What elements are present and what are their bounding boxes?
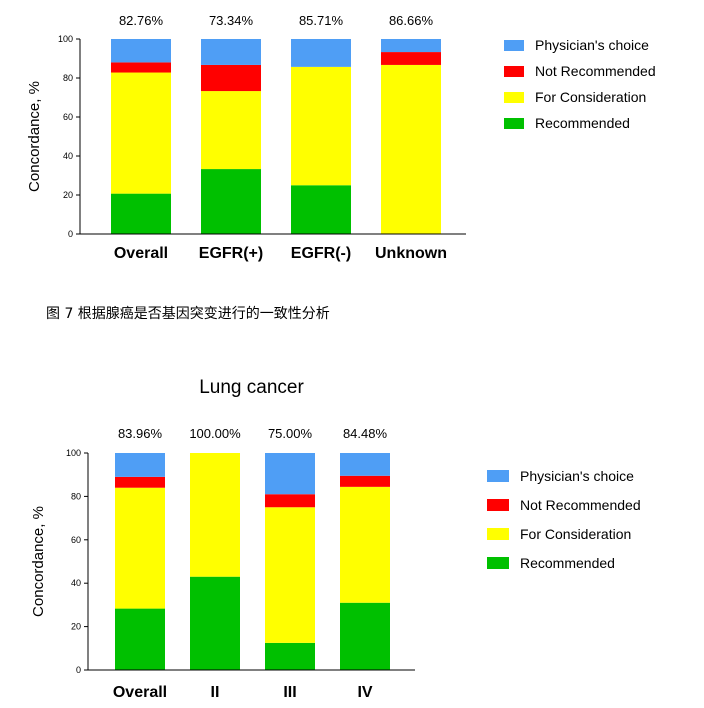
y-tick-label: 20 <box>63 190 73 200</box>
bar-segment-for-consideration <box>340 486 390 603</box>
y-tick-label: 100 <box>58 34 73 44</box>
legend-entry: For Consideration <box>535 89 646 105</box>
bar-segment-physician-s-choice <box>201 39 261 65</box>
bar-segment-physician-s-choice <box>381 39 441 53</box>
bar-segment-recommended <box>115 608 165 670</box>
bar-segment-recommended <box>201 169 261 234</box>
concordance-label: 73.34% <box>209 13 254 28</box>
category-label: EGFR(-) <box>291 245 351 262</box>
bar-segment-recommended <box>111 193 171 234</box>
concordance-label: 84.48% <box>343 426 388 441</box>
legend-entry: Physician's choice <box>520 468 634 484</box>
category-label: Unknown <box>375 245 447 262</box>
bar-segment-physician-s-choice <box>340 453 390 476</box>
bar-segment-recommended <box>265 642 315 670</box>
legend-swatch <box>487 528 509 540</box>
bar-segment-not-recommended <box>115 476 165 488</box>
concordance-label: 75.00% <box>268 426 313 441</box>
legend-entry: Recommended <box>535 115 630 131</box>
concordance-label: 100.00% <box>189 426 241 441</box>
category-label: II <box>211 684 220 701</box>
y-tick-label: 40 <box>71 578 81 588</box>
y-tick-label: 80 <box>63 73 73 83</box>
y-tick-label: 0 <box>76 665 81 675</box>
bar-segment-recommended <box>340 602 390 670</box>
bar-segment-for-consideration <box>115 487 165 609</box>
bar-segment-physician-s-choice <box>115 453 165 477</box>
figure-caption: 图 7 根据腺癌是否基因突变进行的一致性分析 <box>46 306 330 322</box>
bar-segment-not-recommended <box>111 62 171 73</box>
y-tick-label: 20 <box>71 622 81 632</box>
legend-swatch <box>504 118 524 129</box>
bar-segment-recommended <box>291 185 351 234</box>
bar-segment-recommended <box>190 576 240 670</box>
category-label: IV <box>357 684 372 701</box>
bar-segment-physician-s-choice <box>265 453 315 495</box>
category-label: Overall <box>114 245 168 262</box>
legend-swatch <box>487 470 509 482</box>
bar-segment-physician-s-choice <box>111 39 171 63</box>
bar-segment-physician-s-choice <box>291 39 351 67</box>
y-tick-label: 80 <box>71 491 81 501</box>
legend: Physician's choice Not Recommended For Con… <box>504 37 656 131</box>
y-tick-label: 60 <box>63 112 73 122</box>
bar-segment-not-recommended <box>381 52 441 65</box>
legend-entry: Recommended <box>520 555 615 571</box>
category-label: Overall <box>113 684 167 701</box>
concordance-label: 85.71% <box>299 13 344 28</box>
chart-2: Lung cancer Overall 83.96% II 100.00% III 75.0… <box>30 377 641 701</box>
bar-segment-not-recommended <box>265 494 315 508</box>
concordance-label: 83.96% <box>118 426 163 441</box>
category-label: III <box>283 684 296 701</box>
bar-segment-not-recommended <box>201 64 261 92</box>
y-tick-label: 60 <box>71 535 81 545</box>
chart-1: Overall 82.76% EGFR(+) 73.34% EGFR(-) 85.71% U… <box>26 13 656 262</box>
bar-segment-for-consideration <box>111 72 171 194</box>
y-tick-label: 0 <box>68 229 73 239</box>
legend: Physician's choice Not Recommended For Con… <box>487 468 641 571</box>
bar-segment-for-consideration <box>291 66 351 186</box>
bar-segment-for-consideration <box>265 507 315 643</box>
bar-segment-for-consideration <box>201 91 261 170</box>
y-tick-label: 40 <box>63 151 73 161</box>
y-axis-label: Concordance, % <box>26 81 43 192</box>
legend-entry: For Consideration <box>520 526 631 542</box>
legend-swatch <box>487 557 509 569</box>
y-tick-label: 100 <box>66 448 81 458</box>
legend-swatch <box>504 92 524 103</box>
concordance-label: 86.66% <box>389 13 434 28</box>
category-label: EGFR(+) <box>199 245 263 262</box>
chart-title: Lung cancer <box>199 377 304 398</box>
bar-segment-not-recommended <box>340 475 390 487</box>
legend-swatch <box>487 499 509 511</box>
y-axis-label: Concordance, % <box>30 506 47 617</box>
legend-swatch <box>504 66 524 77</box>
legend-swatch <box>504 40 524 51</box>
legend-entry: Not Recommended <box>520 497 641 513</box>
bar-segment-for-consideration <box>381 64 441 234</box>
legend-entry: Not Recommended <box>535 63 656 79</box>
bar-segment-for-consideration <box>190 453 240 577</box>
legend-entry: Physician's choice <box>535 37 649 53</box>
concordance-label: 82.76% <box>119 13 164 28</box>
